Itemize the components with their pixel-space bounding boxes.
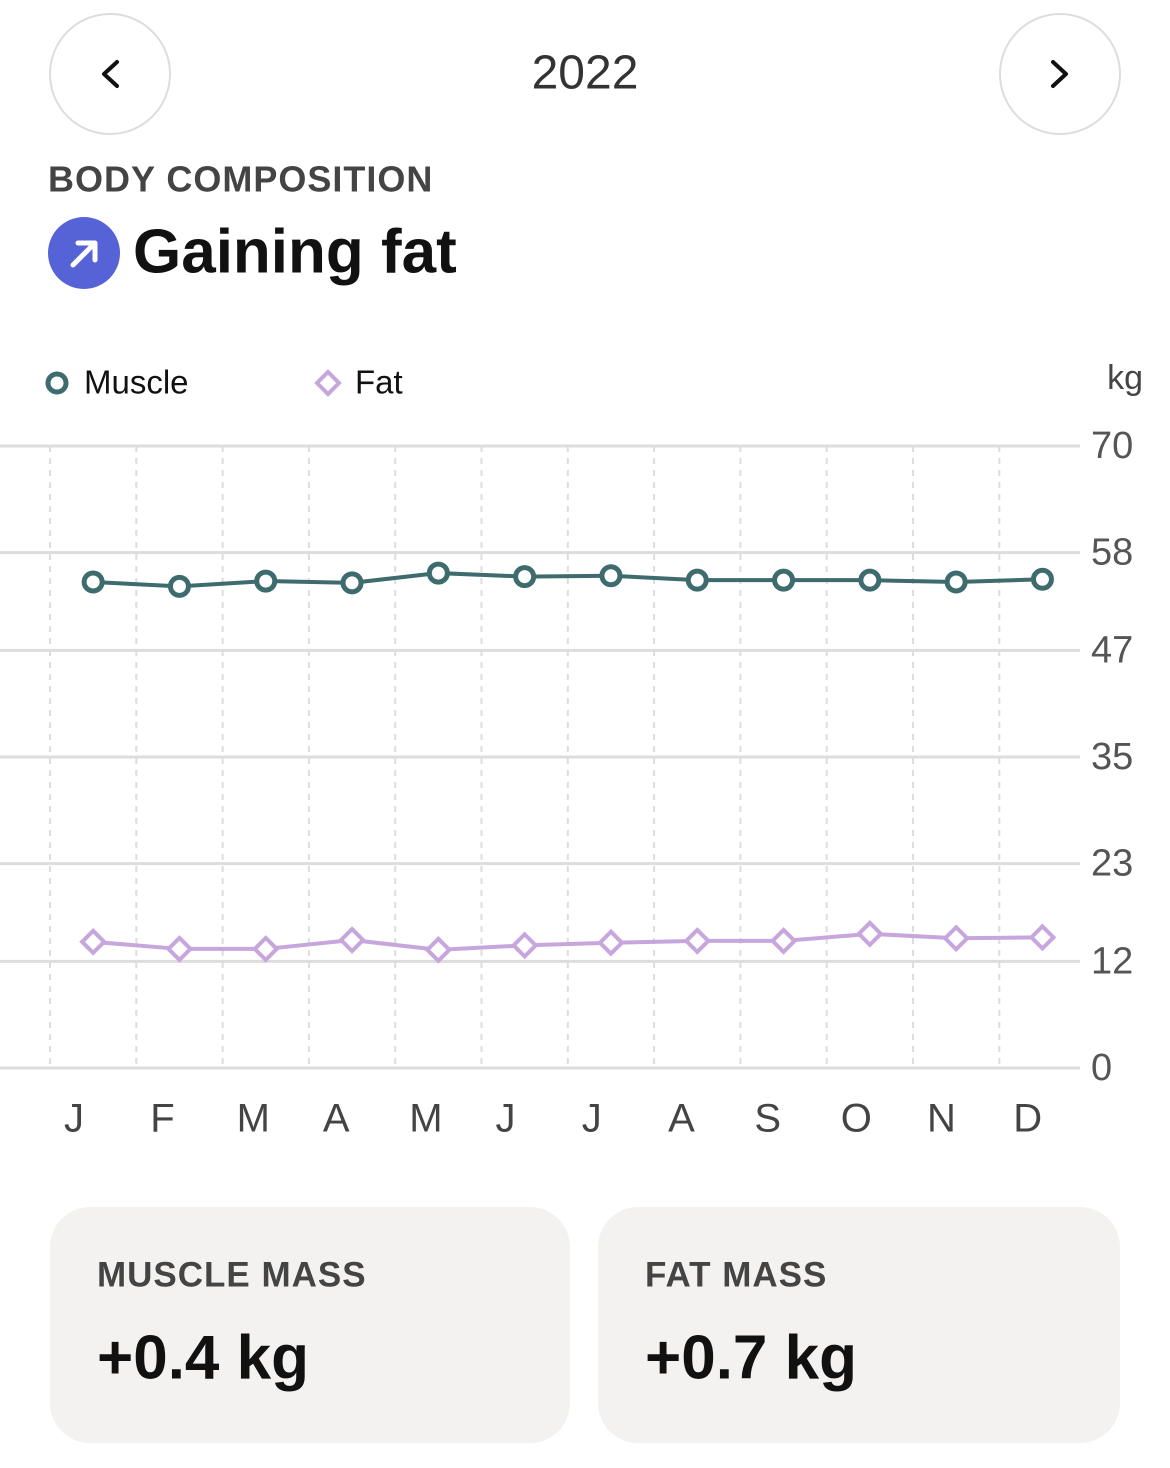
x-tick-label: A xyxy=(668,1097,695,1141)
section-label: BODY COMPOSITION xyxy=(48,159,433,200)
marker xyxy=(510,931,539,960)
x-tick-label: N xyxy=(927,1097,956,1141)
series-line xyxy=(93,571,1043,589)
marker xyxy=(338,926,366,954)
marker xyxy=(944,570,968,594)
chart: 0 12 23 35 47 58 70 J F M A M J J A S O N D Muscle Fat xyxy=(0,364,1133,1141)
x-tick-label: A xyxy=(323,1097,350,1141)
prev-icon xyxy=(102,60,119,88)
y-tick-label: 35 xyxy=(1091,736,1133,778)
marker xyxy=(79,927,107,956)
x-tick-label: M xyxy=(237,1097,270,1141)
marker xyxy=(599,564,623,588)
card xyxy=(50,1207,570,1443)
marker xyxy=(254,569,278,593)
x-tick-label: O xyxy=(841,1097,872,1141)
y-tick-label: 0 xyxy=(1091,1047,1112,1089)
x-tick-label: J xyxy=(582,1097,602,1141)
x-tick-label: F xyxy=(150,1097,174,1141)
y-tick-label: 70 xyxy=(1091,425,1133,467)
y-tick-label: 12 xyxy=(1091,940,1133,982)
marker xyxy=(340,571,364,595)
marker xyxy=(424,935,453,964)
x-tick-label: D xyxy=(1013,1097,1042,1141)
next-icon xyxy=(1051,60,1068,88)
y-tick-label: 47 xyxy=(1091,629,1133,671)
marker xyxy=(685,568,709,592)
marker xyxy=(858,568,882,592)
legend-label: Muscle xyxy=(84,364,189,401)
card-label: FAT MASS xyxy=(645,1255,827,1294)
marker xyxy=(856,919,884,948)
status: Gaining fat xyxy=(133,217,457,286)
x-tick-label: S xyxy=(754,1097,781,1141)
marker xyxy=(45,371,69,395)
marker xyxy=(1030,567,1054,591)
card xyxy=(598,1207,1120,1443)
marker xyxy=(165,935,194,963)
marker xyxy=(81,570,105,594)
series-line xyxy=(92,931,1043,952)
x-tick-label: J xyxy=(64,1097,84,1141)
marker xyxy=(251,935,280,963)
marker xyxy=(1028,923,1057,952)
marker xyxy=(683,927,712,955)
x-tick-label: M xyxy=(409,1097,442,1141)
prev-button[interactable] xyxy=(49,13,171,135)
marker xyxy=(597,928,625,957)
marker xyxy=(513,565,537,589)
marker xyxy=(314,369,342,397)
card-value: +0.7 kg xyxy=(645,1323,857,1392)
marker xyxy=(769,927,798,955)
status-arrow xyxy=(70,240,98,268)
marker xyxy=(426,561,450,585)
card-label: MUSCLE MASS xyxy=(97,1255,367,1294)
y-tick-label: 23 xyxy=(1091,843,1133,885)
y-tick-label: 58 xyxy=(1091,532,1133,574)
marker xyxy=(942,924,970,953)
marker xyxy=(772,568,796,592)
legend-label: Fat xyxy=(355,364,403,401)
x-tick-label: J xyxy=(496,1097,516,1141)
year: 2022 xyxy=(532,47,639,100)
marker xyxy=(167,574,191,598)
next-button[interactable] xyxy=(999,13,1121,135)
card-value: +0.4 kg xyxy=(97,1323,309,1392)
unit-label: kg xyxy=(1107,359,1143,397)
